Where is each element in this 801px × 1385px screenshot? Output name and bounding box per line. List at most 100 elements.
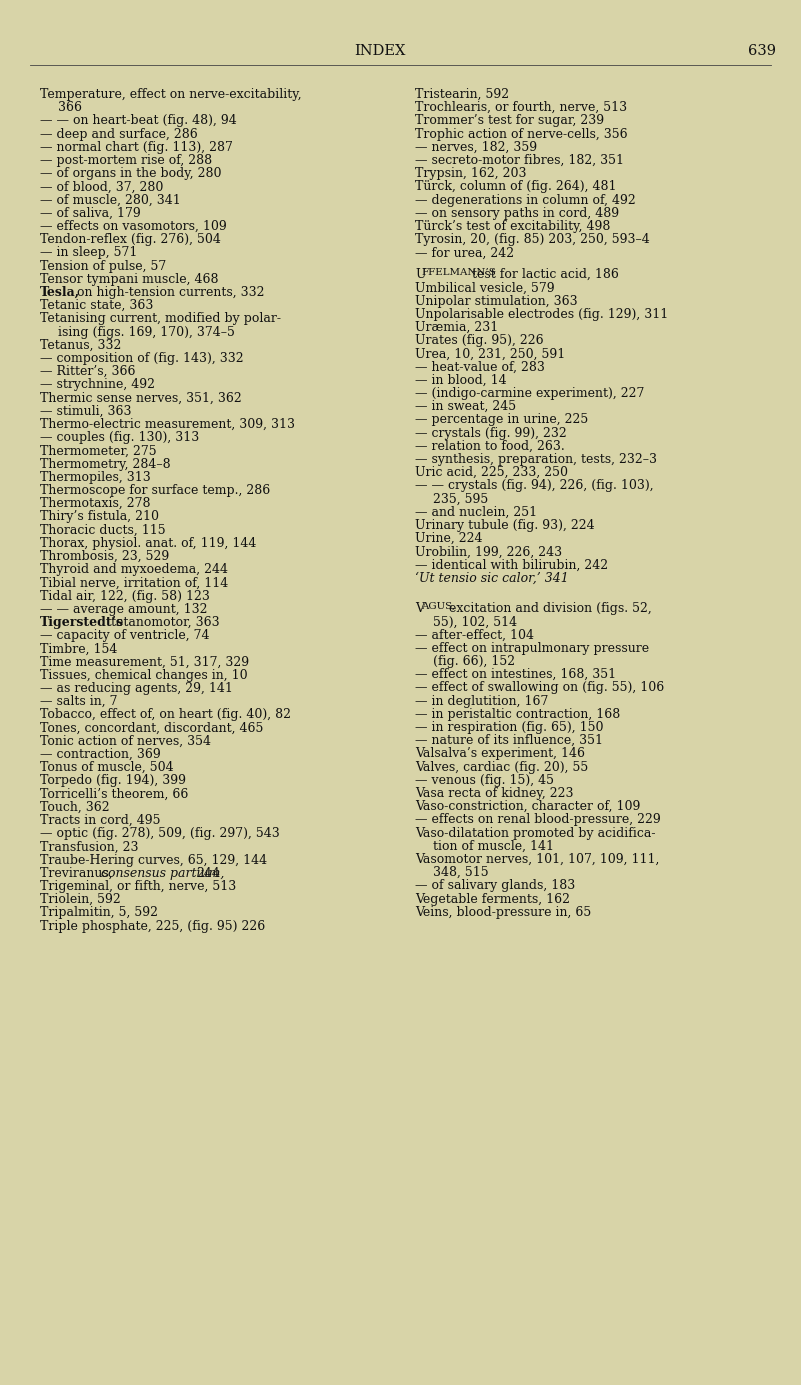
Text: Thermometer, 275: Thermometer, 275 — [40, 445, 157, 457]
Text: Vaso-constriction, character of, 109: Vaso-constriction, character of, 109 — [415, 801, 640, 813]
Text: — in deglutition, 167: — in deglutition, 167 — [415, 694, 549, 708]
Text: — (indigo-carmine experiment), 227: — (indigo-carmine experiment), 227 — [415, 386, 644, 400]
Text: Valsalva’s experiment, 146: Valsalva’s experiment, 146 — [415, 748, 585, 760]
Text: Thermo-electric measurement, 309, 313: Thermo-electric measurement, 309, 313 — [40, 418, 295, 431]
Text: — — average amount, 132: — — average amount, 132 — [40, 602, 207, 616]
Text: Urobilin, 199, 226, 243: Urobilin, 199, 226, 243 — [415, 546, 562, 558]
Text: — of salivary glands, 183: — of salivary glands, 183 — [415, 879, 575, 892]
Text: — percentage in urine, 225: — percentage in urine, 225 — [415, 413, 588, 427]
Text: Unipolar stimulation, 363: Unipolar stimulation, 363 — [415, 295, 578, 307]
Text: Torpedo (fig. 194), 399: Torpedo (fig. 194), 399 — [40, 774, 186, 788]
Text: Trophic action of nerve-cells, 356: Trophic action of nerve-cells, 356 — [415, 127, 628, 141]
Text: — in sweat, 245: — in sweat, 245 — [415, 400, 516, 413]
Text: ising (figs. 169, 170), 374–5: ising (figs. 169, 170), 374–5 — [58, 325, 235, 338]
Text: Timbre, 154: Timbre, 154 — [40, 643, 118, 655]
Text: tetanomotor, 363: tetanomotor, 363 — [107, 616, 219, 629]
Text: AGUS,: AGUS, — [421, 602, 456, 611]
Text: Tripalmitin, 5, 592: Tripalmitin, 5, 592 — [40, 906, 158, 920]
Text: Thorax, physiol. anat. of, 119, 144: Thorax, physiol. anat. of, 119, 144 — [40, 537, 256, 550]
Text: Tonic action of nerves, 354: Tonic action of nerves, 354 — [40, 735, 211, 748]
Text: Trypsin, 162, 203: Trypsin, 162, 203 — [415, 168, 526, 180]
Text: — — crystals (fig. 94), 226, (fig. 103),: — — crystals (fig. 94), 226, (fig. 103), — [415, 479, 654, 493]
Text: — of blood, 37, 280: — of blood, 37, 280 — [40, 180, 163, 194]
Text: — synthesis, preparation, tests, 232–3: — synthesis, preparation, tests, 232–3 — [415, 453, 657, 465]
Text: Tigerstedt’s: Tigerstedt’s — [40, 616, 124, 629]
Text: Tibial nerve, irritation of, 114: Tibial nerve, irritation of, 114 — [40, 576, 228, 590]
Text: Unpolarisable electrodes (fig. 129), 311: Unpolarisable electrodes (fig. 129), 311 — [415, 307, 668, 321]
Text: test for lactic acid, 186: test for lactic acid, 186 — [469, 269, 619, 281]
Text: — relation to food, 263.: — relation to food, 263. — [415, 440, 565, 453]
Text: Thrombosis, 23, 529: Thrombosis, 23, 529 — [40, 550, 169, 562]
Text: Urinary tubule (fig. 93), 224: Urinary tubule (fig. 93), 224 — [415, 519, 594, 532]
Text: Tobacco, effect of, on heart (fig. 40), 82: Tobacco, effect of, on heart (fig. 40), … — [40, 708, 291, 722]
Text: Tetanic state, 363: Tetanic state, 363 — [40, 299, 153, 312]
Text: — Ritter’s, 366: — Ritter’s, 366 — [40, 366, 135, 378]
Text: — of organs in the body, 280: — of organs in the body, 280 — [40, 168, 222, 180]
Text: Tesla,: Tesla, — [40, 285, 80, 299]
Text: Thermic sense nerves, 351, 362: Thermic sense nerves, 351, 362 — [40, 392, 242, 404]
Text: consensus partium,: consensus partium, — [101, 867, 228, 879]
Text: — as reducing agents, 29, 141: — as reducing agents, 29, 141 — [40, 681, 233, 695]
Text: Triolein, 592: Triolein, 592 — [40, 893, 121, 906]
Text: Veins, blood-pressure in, 65: Veins, blood-pressure in, 65 — [415, 906, 591, 918]
Text: 244: 244 — [196, 867, 220, 879]
Text: — nerves, 182, 359: — nerves, 182, 359 — [415, 141, 537, 154]
Text: Tissues, chemical changes in, 10: Tissues, chemical changes in, 10 — [40, 669, 248, 681]
Text: 235, 595: 235, 595 — [433, 493, 489, 506]
Text: Vasomotor nerves, 101, 107, 109, 111,: Vasomotor nerves, 101, 107, 109, 111, — [415, 853, 659, 866]
Text: Traube-Hering curves, 65, 129, 144: Traube-Hering curves, 65, 129, 144 — [40, 853, 267, 867]
Text: Uræmia, 231: Uræmia, 231 — [415, 321, 498, 334]
Text: — heat-value of, 283: — heat-value of, 283 — [415, 360, 545, 374]
Text: Thiry’s fistula, 210: Thiry’s fistula, 210 — [40, 511, 159, 524]
Text: Vaso-dilatation promoted by acidifica-: Vaso-dilatation promoted by acidifica- — [415, 827, 655, 839]
Text: Thermotaxis, 278: Thermotaxis, 278 — [40, 497, 151, 510]
Text: 348, 515: 348, 515 — [433, 866, 489, 879]
Text: — strychnine, 492: — strychnine, 492 — [40, 378, 155, 392]
Text: Transfusion, 23: Transfusion, 23 — [40, 841, 139, 853]
Text: Torricelli’s theorem, 66: Torricelli’s theorem, 66 — [40, 788, 188, 801]
Text: — identical with bilirubin, 242: — identical with bilirubin, 242 — [415, 558, 608, 572]
Text: Vegetable ferments, 162: Vegetable ferments, 162 — [415, 892, 570, 906]
Text: Umbilical vesicle, 579: Umbilical vesicle, 579 — [415, 281, 554, 295]
Text: INDEX: INDEX — [354, 44, 405, 58]
Text: — on sensory paths in cord, 489: — on sensory paths in cord, 489 — [415, 206, 619, 220]
Text: Thermoscope for surface temp., 286: Thermoscope for surface temp., 286 — [40, 483, 270, 497]
Text: — deep and surface, 286: — deep and surface, 286 — [40, 127, 198, 141]
Text: — venous (fig. 15), 45: — venous (fig. 15), 45 — [415, 774, 554, 787]
Text: FFELMANN’S: FFELMANN’S — [421, 269, 497, 277]
Text: — contraction, 369: — contraction, 369 — [40, 748, 161, 760]
Text: — secreto-motor fibres, 182, 351: — secreto-motor fibres, 182, 351 — [415, 154, 624, 168]
Text: (fig. 66), 152: (fig. 66), 152 — [433, 655, 515, 668]
Text: — post-mortem rise of, 288: — post-mortem rise of, 288 — [40, 154, 212, 168]
Text: Triple phosphate, 225, (fig. 95) 226: Triple phosphate, 225, (fig. 95) 226 — [40, 920, 265, 932]
Text: Trigeminal, or fifth, nerve, 513: Trigeminal, or fifth, nerve, 513 — [40, 879, 236, 893]
Text: — degenerations in column of, 492: — degenerations in column of, 492 — [415, 194, 636, 206]
Text: Tension of pulse, 57: Tension of pulse, 57 — [40, 259, 167, 273]
Text: — effects on renal blood-pressure, 229: — effects on renal blood-pressure, 229 — [415, 813, 661, 827]
Text: Urea, 10, 231, 250, 591: Urea, 10, 231, 250, 591 — [415, 348, 566, 360]
Text: Tetanus, 332: Tetanus, 332 — [40, 339, 122, 352]
Text: Tetanising current, modified by polar-: Tetanising current, modified by polar- — [40, 313, 281, 325]
Text: — in blood, 14: — in blood, 14 — [415, 374, 506, 386]
Text: — normal chart (fig. 113), 287: — normal chart (fig. 113), 287 — [40, 141, 233, 154]
Text: ‘Ut tensio sic calor,’ 341: ‘Ut tensio sic calor,’ 341 — [415, 572, 569, 584]
Text: — in peristaltic contraction, 168: — in peristaltic contraction, 168 — [415, 708, 620, 720]
Text: — in respiration (fig. 65), 150: — in respiration (fig. 65), 150 — [415, 722, 603, 734]
Text: — salts in, 7: — salts in, 7 — [40, 695, 118, 708]
Text: Thermometry, 284–8: Thermometry, 284–8 — [40, 457, 171, 471]
Text: — crystals (fig. 99), 232: — crystals (fig. 99), 232 — [415, 427, 567, 439]
Text: Tyrosin, 20, (fig. 85) 203, 250, 593–4: Tyrosin, 20, (fig. 85) 203, 250, 593–4 — [415, 233, 650, 247]
Text: — nature of its influence, 351: — nature of its influence, 351 — [415, 734, 603, 747]
Text: — in sleep, 571: — in sleep, 571 — [40, 247, 138, 259]
Text: — effect on intestines, 168, 351: — effect on intestines, 168, 351 — [415, 668, 616, 681]
Text: — optic (fig. 278), 509, (fig. 297), 543: — optic (fig. 278), 509, (fig. 297), 543 — [40, 827, 280, 841]
Text: Vasa recta of kidney, 223: Vasa recta of kidney, 223 — [415, 787, 574, 801]
Text: Tracts in cord, 495: Tracts in cord, 495 — [40, 814, 160, 827]
Text: Tristearin, 592: Tristearin, 592 — [415, 89, 509, 101]
Text: Urates (fig. 95), 226: Urates (fig. 95), 226 — [415, 334, 544, 348]
Text: Thyroid and myxoedema, 244: Thyroid and myxoedema, 244 — [40, 564, 228, 576]
Text: Thoracic ducts, 115: Thoracic ducts, 115 — [40, 524, 166, 536]
Text: Tendon-reflex (fig. 276), 504: Tendon-reflex (fig. 276), 504 — [40, 233, 221, 247]
Text: Trochlearis, or fourth, nerve, 513: Trochlearis, or fourth, nerve, 513 — [415, 101, 627, 114]
Text: 366: 366 — [58, 101, 82, 114]
